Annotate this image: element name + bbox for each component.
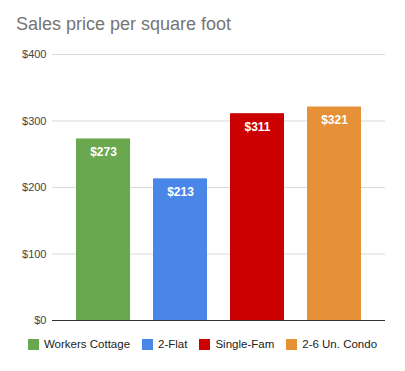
svg-text:$311: $311 <box>244 120 270 134</box>
html-text:Sales price per square foot: Sales price per square foot <box>16 14 232 34</box>
svg-text:$273: $273 <box>90 145 117 159</box>
svg-text:$400: $400 <box>22 48 46 60</box>
svg-text:$100: $100 <box>22 248 46 260</box>
html-text:Workers Cottage: Workers Cottage <box>44 338 130 350</box>
svg-text:$300: $300 <box>22 115 46 127</box>
svg-text:$200: $200 <box>22 181 46 193</box>
html-text:Single-Fam: Single-Fam <box>215 338 275 350</box>
html-text:2-Flat: 2-Flat <box>158 338 188 350</box>
svg-text:$321: $321 <box>321 113 348 127</box>
svg-text:$213: $213 <box>167 185 194 199</box>
html-text:2-6 Un. Condo: 2-6 Un. Condo <box>302 338 377 350</box>
svg-text:$0: $0 <box>34 314 46 326</box>
